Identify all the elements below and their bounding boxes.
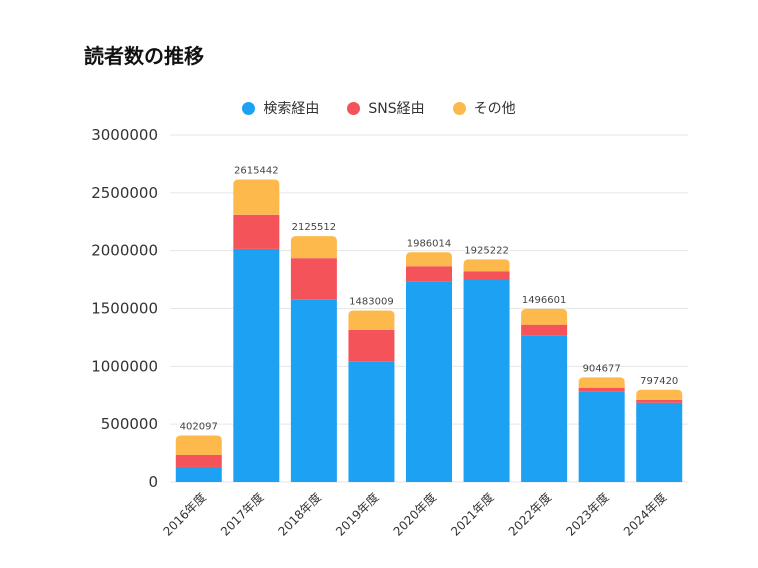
bar-segment-search[interactable]	[636, 402, 683, 482]
bar-segment-sns[interactable]	[578, 387, 625, 392]
y-tick-label: 2500000	[91, 184, 158, 202]
y-tick-label: 3000000	[91, 126, 158, 144]
chart-title: 読者数の推移	[84, 44, 204, 68]
bar-total-label: 2615442	[234, 165, 279, 176]
legend-dot-search	[242, 101, 256, 115]
y-tick-label: 0	[148, 473, 158, 491]
bar-segment-search[interactable]	[463, 279, 510, 482]
bar-group[interactable]	[290, 236, 337, 482]
legend-item-sns[interactable]: SNS経由	[347, 98, 425, 118]
x-tick-label: 2021年度	[447, 490, 496, 539]
bar-total-label: 1986014	[407, 238, 452, 249]
bar-segment-search[interactable]	[578, 391, 625, 482]
bar-group[interactable]	[406, 252, 452, 482]
bar-segment-other[interactable]	[406, 252, 452, 267]
bar-segment-search[interactable]	[290, 299, 337, 482]
bar-segment-sns[interactable]	[463, 271, 510, 280]
bar-group[interactable]	[521, 308, 568, 482]
bar-total-label: 797420	[640, 376, 678, 387]
x-tick-label: 2019年度	[332, 490, 381, 539]
bar-segment-other[interactable]	[175, 435, 222, 455]
legend-item-search[interactable]: 検索経由	[242, 98, 319, 118]
bar-segment-sns[interactable]	[636, 399, 683, 403]
x-tick-label: 2023年度	[563, 490, 612, 539]
bar-segment-sns[interactable]	[521, 324, 568, 336]
bar-segment-sns[interactable]	[290, 258, 337, 300]
bar-segment-sns[interactable]	[406, 266, 452, 282]
legend-label-other: その他	[473, 101, 516, 117]
bar-segment-other[interactable]	[233, 179, 280, 215]
bar-group[interactable]	[463, 259, 510, 482]
bar-segment-sns[interactable]	[233, 214, 280, 249]
bar-total-label: 402097	[180, 421, 218, 432]
bar-group[interactable]	[348, 310, 395, 482]
bar-segment-search[interactable]	[348, 361, 395, 482]
bar-segment-search[interactable]	[521, 335, 568, 482]
y-tick-label: 1500000	[91, 300, 158, 318]
bar-segment-search[interactable]	[175, 466, 222, 482]
bar-total-label: 1496601	[522, 295, 567, 306]
bar-group[interactable]	[175, 435, 222, 482]
bar-total-label: 1483009	[349, 296, 394, 307]
y-tick-label: 500000	[101, 415, 158, 433]
bar-total-label: 1925222	[464, 245, 509, 256]
bar-group[interactable]	[636, 389, 683, 482]
bar-total-label: 2125512	[292, 222, 337, 233]
legend-label-search: 検索経由	[263, 101, 320, 117]
legend-label-sns: SNS経由	[368, 101, 425, 117]
legend-item-other[interactable]: その他	[452, 98, 516, 118]
bar-segment-other[interactable]	[578, 377, 625, 388]
bar-segment-other[interactable]	[636, 389, 683, 400]
bar-segment-other[interactable]	[348, 310, 395, 330]
y-tick-label: 1000000	[91, 357, 158, 375]
x-tick-label: 2016年度	[160, 490, 209, 539]
bar-segment-sns[interactable]	[175, 454, 222, 467]
bar-segment-search[interactable]	[406, 281, 452, 482]
legend-dot-other	[452, 101, 466, 115]
bar-segment-other[interactable]	[290, 236, 337, 259]
bar-total-label: 904677	[583, 363, 621, 374]
x-tick-label: 2017年度	[217, 490, 266, 539]
bar-group[interactable]	[578, 377, 625, 482]
legend: 検索経由 SNS経由 その他	[0, 98, 758, 118]
bar-segment-other[interactable]	[521, 308, 568, 325]
bar-segment-other[interactable]	[463, 259, 510, 272]
legend-dot-sns	[347, 101, 361, 115]
x-tick-label: 2018年度	[275, 490, 324, 539]
x-tick-label: 2022年度	[505, 490, 554, 539]
bar-group[interactable]	[233, 179, 280, 482]
bar-segment-sns[interactable]	[348, 329, 395, 362]
bar-segment-search[interactable]	[233, 248, 280, 482]
y-tick-label: 2000000	[91, 242, 158, 260]
x-tick-label: 2024年度	[620, 490, 669, 539]
x-tick-label: 2020年度	[390, 490, 439, 539]
